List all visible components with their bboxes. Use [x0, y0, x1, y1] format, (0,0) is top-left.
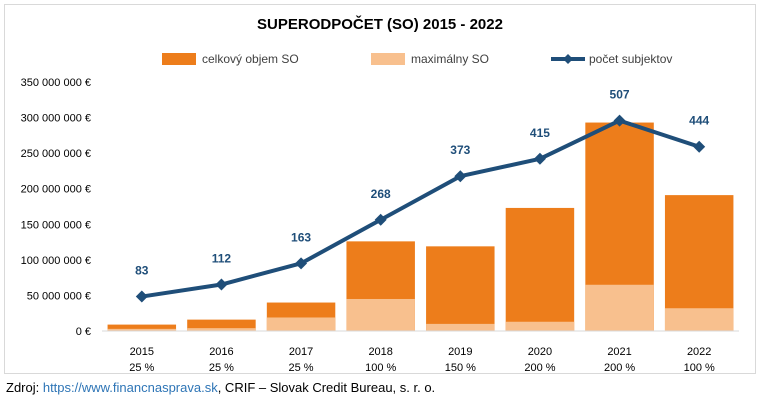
bar-maximalny [426, 323, 495, 331]
bar-maximalny [505, 321, 575, 331]
y-tick-label: 100 000 000 € [21, 255, 91, 267]
bar-celkovy-objem [505, 207, 575, 331]
bar-maximalny [266, 317, 336, 331]
x-category-sublabel: 200 % [604, 362, 635, 373]
line-pocet-subjektov [141, 118, 700, 299]
legend-label: celkový objem SO [202, 52, 299, 66]
y-tick-label: 250 000 000 € [21, 148, 91, 160]
x-category-label: 2022 [687, 346, 711, 358]
legend-swatch [371, 53, 405, 65]
y-tick-label: 0 € [76, 326, 91, 338]
line-marker [295, 257, 308, 270]
x-category-label: 2018 [368, 346, 392, 358]
x-category-sublabel: 25 % [129, 362, 154, 373]
x-category-label: 2017 [289, 346, 313, 358]
bar-celkovy-objem [187, 319, 256, 331]
source-link[interactable]: https://www.financnasprava.sk [42, 380, 218, 395]
data-label: 415 [530, 126, 550, 140]
x-category-sublabel: 25 % [209, 362, 234, 373]
data-label: 83 [135, 264, 149, 278]
legend: celkový objem SO maximálny SO počet subjek… [162, 52, 672, 66]
line-marker [454, 170, 467, 183]
data-label: 507 [610, 88, 630, 102]
chart-svg: SUPERODPOČET (SO) 2015 - 2022 celkový ob… [21, 15, 739, 374]
line-marker [693, 140, 706, 153]
source-prefix: Zdroj: [6, 380, 43, 395]
x-category-sublabel: 150 % [445, 362, 476, 373]
bar-maximalny [585, 284, 654, 331]
bar-maximalny [664, 308, 734, 331]
x-category-sublabel: 100 % [365, 362, 396, 373]
data-label: 373 [450, 143, 470, 157]
data-label: 444 [689, 114, 709, 128]
line-marker [215, 278, 228, 291]
legend-line-marker [563, 54, 573, 64]
data-label: 268 [371, 187, 391, 201]
y-tick-label: 200 000 000 € [21, 184, 91, 196]
x-axis: 2015 25 % 2016 25 % 2017 25 % 2018 100 % 2019 150… [129, 346, 715, 374]
y-tick-label: 150 000 000 € [21, 219, 91, 231]
chart-frame: SUPERODPOČET (SO) 2015 - 2022 celkový ob… [4, 4, 756, 374]
source-note: Zdroj: https://www.financnasprava.sk, CR… [6, 380, 435, 395]
x-category-sublabel: 25 % [289, 362, 314, 373]
x-category-sublabel: 200 % [524, 362, 555, 373]
source-suffix: , CRIF – Slovak Credit Bureau, s. r. o. [217, 380, 436, 395]
bar-celkovy-objem [426, 246, 495, 331]
y-axis: 0 € 50 000 000 € 100 000 000 € 150 000 000 … [21, 77, 91, 338]
bar-maximalny [346, 298, 415, 331]
line-series: 83 112 163 268 373 415 507 444 [135, 88, 710, 303]
x-category-label: 2015 [130, 346, 154, 358]
bar-maximalny [107, 328, 177, 331]
line-marker [374, 213, 387, 226]
chart-title: SUPERODPOČET (SO) 2015 - 2022 [257, 15, 503, 33]
x-category-sublabel: 100 % [684, 362, 715, 373]
legend-label: maximálny SO [411, 52, 489, 66]
data-label: 112 [212, 252, 232, 266]
y-tick-label: 300 000 000 € [21, 113, 91, 125]
legend-label: počet subjektov [589, 52, 672, 66]
x-category-label: 2019 [448, 346, 472, 358]
bar-celkovy-objem [107, 324, 177, 331]
x-category-label: 2021 [607, 346, 631, 358]
line-marker [613, 114, 626, 127]
line-marker [135, 290, 148, 303]
line-marker [533, 152, 546, 165]
data-label: 163 [291, 230, 311, 244]
bar-maximalny [187, 328, 256, 331]
y-tick-label: 350 000 000 € [21, 77, 91, 89]
legend-swatch [162, 53, 196, 65]
x-category-label: 2016 [209, 346, 233, 358]
bars [107, 122, 734, 332]
x-category-label: 2020 [528, 346, 552, 358]
y-tick-label: 50 000 000 € [27, 290, 91, 302]
